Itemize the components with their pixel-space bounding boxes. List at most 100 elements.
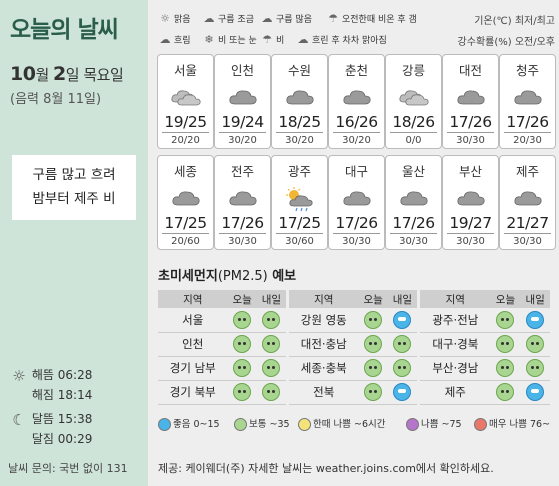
month-unit: 월 (35, 66, 54, 84)
dust-tomorrow (387, 380, 417, 405)
dust-region: 세종·충북 (289, 356, 359, 381)
city-card: 서울 19/25 20/20 (157, 54, 214, 149)
dust-level-icon (406, 418, 419, 431)
normal-face-icon (262, 383, 281, 401)
city-card: 대전 17/26 30/30 (442, 54, 499, 149)
city-card: 전주 17/26 30/30 (214, 155, 271, 250)
dust-row: 세종·충북 (289, 356, 417, 381)
normal-face-icon (233, 359, 252, 377)
city-name: 대전 (458, 63, 482, 78)
city-temp: 17/26 (390, 214, 437, 234)
dust-row: 대전·충남 (289, 332, 417, 357)
city-name: 대구 (344, 164, 368, 179)
sunrise-label: 해뜸 (31, 368, 54, 382)
dust-tomorrow (520, 356, 550, 381)
city-temp: 18/25 (276, 113, 323, 133)
header-region: 지역 (158, 290, 228, 308)
city-rain: 30/30 (456, 236, 485, 247)
city-temp: 19/24 (219, 113, 266, 133)
weekday: 목요일 (83, 66, 124, 84)
city-temp: 17/25 (162, 214, 209, 234)
city-temp: 19/27 (447, 214, 494, 234)
legend-label: 맑음 (174, 15, 191, 25)
sun-icon: ☼ (12, 366, 26, 385)
legend-item: ☂ 오전한때 비온 후 갬 (324, 12, 417, 25)
dust-legend-label: 나쁨 ~75 (421, 419, 462, 430)
dust-row: 제주 (420, 380, 550, 405)
dust-region: 서울 (158, 308, 228, 333)
lunar-date: (음력 8월 11일) (10, 92, 102, 107)
good-face-icon (526, 383, 545, 401)
city-card: 부산 19/27 30/30 (442, 155, 499, 250)
city-card: 울산 17/26 30/30 (385, 155, 442, 250)
city-rain: 30/20 (228, 135, 257, 146)
contact-info: 날씨 문의: 국번 없이 131 (8, 462, 128, 475)
city-name: 수원 (287, 63, 311, 78)
dust-today (490, 380, 521, 405)
normal-face-icon (496, 310, 515, 329)
overcast-icon (170, 186, 202, 208)
city-card: 강릉 18/26 0/0 (385, 54, 442, 149)
normal-face-icon (233, 310, 252, 329)
city-rain: 30/30 (228, 236, 257, 247)
dust-today (358, 380, 388, 405)
rain-unit: 강수확률(%) 오전/오후 (457, 37, 555, 48)
dust-legend-label: 좋음 0~15 (173, 419, 220, 430)
temp-unit: 기온(℃) 최저/최고 (474, 16, 555, 27)
normal-face-icon (262, 335, 281, 353)
partly-cloudy-icon: ☁ (203, 12, 215, 25)
dust-today (358, 356, 388, 381)
header-tomorrow: 내일 (256, 290, 286, 308)
dust-legend-item: 매우 나쁨 76~ (474, 416, 550, 431)
dust-tomorrow (387, 356, 417, 381)
dust-tomorrow (256, 332, 286, 357)
city-name: 인천 (230, 63, 254, 78)
normal-face-icon (496, 383, 515, 401)
sunset-label: 해짐 (31, 388, 54, 402)
dust-region: 대구·경북 (420, 332, 491, 357)
day-unit: 일 (65, 66, 84, 84)
dust-tomorrow (520, 332, 550, 357)
dust-region: 광주·전남 (420, 308, 491, 333)
dust-row: 인천 (158, 332, 286, 357)
dust-today (227, 308, 257, 333)
city-card: 세종 17/25 20/60 (157, 155, 214, 250)
overcast-icon: ☁ (159, 33, 171, 46)
normal-face-icon (526, 335, 545, 353)
moonrise-time: 15:38 (57, 412, 93, 426)
city-rain: 30/30 (456, 135, 485, 146)
dust-title-main: 초미세먼지 (158, 269, 218, 284)
dust-region: 제주 (420, 380, 491, 405)
city-temp: 17/26 (333, 214, 380, 234)
city-name: 울산 (401, 164, 425, 179)
legend-label: 비 또는 눈 (218, 36, 257, 46)
city-rain: 30/30 (342, 236, 371, 247)
legend-item: ☁ 흐림 (156, 33, 191, 46)
sunset: 해짐 18:14 (10, 386, 93, 403)
city-name: 부산 (458, 164, 482, 179)
dust-level-icon (298, 418, 311, 431)
city-rain: 20/60 (171, 236, 200, 247)
legend-label: 구름 많음 (276, 15, 312, 25)
dust-today (490, 308, 521, 333)
dust-region: 인천 (158, 332, 228, 357)
dust-title-suffix: 예보 (267, 269, 297, 284)
dust-today (227, 332, 257, 357)
left-panel: 오늘의 날씨 10월 2일 목요일 (음력 8월 11일) 구름 많고 흐려 밤… (0, 0, 148, 486)
dust-tomorrow (256, 308, 286, 333)
city-temp: 19/25 (162, 113, 209, 133)
dust-title: 초미세먼지(PM2.5) 예보 (158, 265, 296, 284)
dust-row: 강원 영동 (289, 308, 417, 333)
dust-tomorrow (256, 356, 286, 381)
legend-item: ☼ 맑음 (156, 12, 191, 25)
header-today: 오늘 (358, 290, 388, 308)
city-card: 청주 17/26 20/30 (499, 54, 556, 149)
good-face-icon (526, 310, 545, 329)
city-name: 제주 (515, 164, 539, 179)
legend-item: ☁ 흐린 후 차차 맑아짐 (294, 33, 387, 46)
right-panel: ☼ 맑음 ☁ 구름 조금 ☁ 구름 많음 ☂ 오전한때 비온 후 갬 ☁ 흐림 ❄ 비 또는 눈 ☂ 비 ☁… (148, 0, 559, 486)
city-name: 청주 (515, 63, 539, 78)
dust-region: 경기 남부 (158, 356, 228, 381)
dust-tomorrow (520, 380, 550, 405)
dust-legend-item: 좋음 0~15 (158, 416, 220, 431)
